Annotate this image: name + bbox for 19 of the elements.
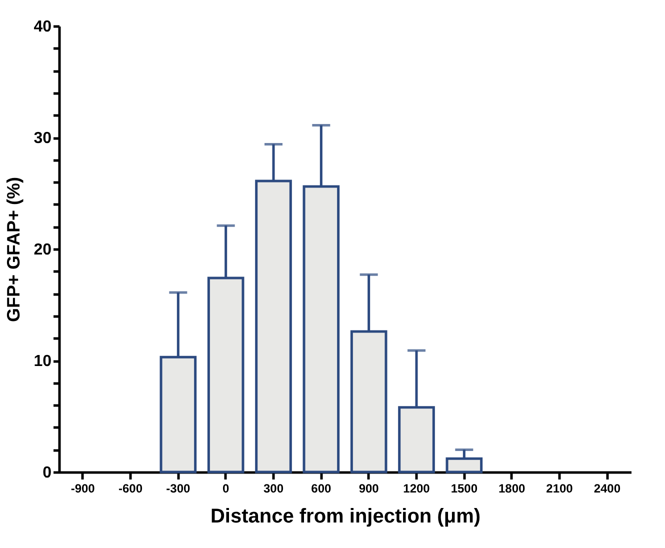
x-tick-label: 900 (358, 482, 380, 496)
x-tick-label: -300 (166, 482, 190, 496)
x-tick-label: 1500 (450, 482, 478, 496)
y-tick-label: 30 (34, 130, 52, 147)
x-tick-label: 2100 (546, 482, 574, 496)
x-tick-label: 1200 (403, 482, 430, 496)
y-tick-label: 0 (42, 464, 52, 482)
x-tick-label: 300 (263, 482, 284, 496)
y-tick-label: 10 (34, 353, 52, 370)
y-tick-label: 20 (34, 242, 52, 258)
y-tick-label: 40 (34, 18, 52, 36)
x-tick-label: 600 (311, 482, 332, 496)
x-tick-label: 1800 (498, 482, 526, 496)
x-axis-title: Distance from injection (μm) (210, 506, 481, 528)
x-tick-label: -900 (70, 482, 96, 496)
x-tick-label: 2400 (594, 482, 621, 496)
y-axis-title: GFP+ GFAP+ (%) (4, 176, 24, 322)
x-tick-label: -600 (118, 482, 143, 496)
x-tick-label: 0 (222, 482, 230, 496)
